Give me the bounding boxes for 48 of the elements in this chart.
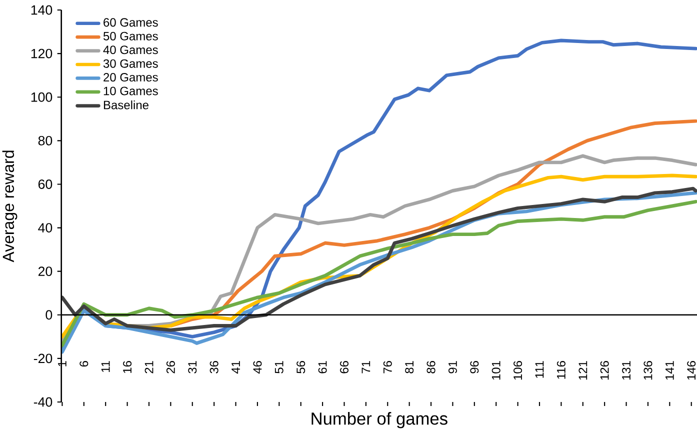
x-tick-label: 96 xyxy=(470,361,479,374)
y-tick-label: 120 xyxy=(31,48,52,58)
x-tick-label: 91 xyxy=(448,361,457,374)
legend-label: 10 Games xyxy=(104,86,158,96)
y-tick-label: -40 xyxy=(34,397,52,407)
x-tick-label: 41 xyxy=(232,361,240,374)
legend-label: 50 Games xyxy=(103,32,158,40)
x-tick-label: 66 xyxy=(340,361,348,374)
y-tick-label: 100 xyxy=(31,92,52,102)
x-tick-label: 106 xyxy=(514,361,522,380)
x-tick-label: 76 xyxy=(383,361,392,374)
x-tick-label: 31 xyxy=(188,361,197,374)
x-tick-label: 136 xyxy=(644,361,652,380)
x-tick-label: 111 xyxy=(535,361,544,378)
x-axis-title: Number of games xyxy=(312,412,448,428)
y-tick-label: 60 xyxy=(38,180,52,189)
legend-label: 20 Games xyxy=(104,73,158,82)
y-tick-label: 80 xyxy=(38,136,52,146)
x-tick-label: 56 xyxy=(296,361,306,374)
x-tick-label: 26 xyxy=(166,361,175,374)
x-tick-label: 121 xyxy=(578,361,588,380)
x-tick-label: 51 xyxy=(274,361,284,374)
x-tick-label: 36 xyxy=(210,361,218,374)
y-tick-label: 40 xyxy=(38,223,52,232)
x-tick-label: 86 xyxy=(426,361,436,374)
x-tick-label: 101 xyxy=(492,361,500,380)
x-tick-label: 71 xyxy=(362,361,370,374)
x-tick-label: 11 xyxy=(101,361,110,372)
x-tick-label: 146 xyxy=(687,361,696,380)
x-tick-label: 141 xyxy=(666,361,674,380)
x-tick-label: 6 xyxy=(80,361,88,367)
x-tick-label: 126 xyxy=(600,361,609,380)
legend-label: 60 Games xyxy=(104,18,158,27)
x-tick-label: 81 xyxy=(405,361,414,374)
x-tick-label: 61 xyxy=(318,361,327,374)
legend-label: 30 Games xyxy=(103,59,158,68)
x-tick-label: 16 xyxy=(123,361,132,373)
x-tick-label: 131 xyxy=(622,361,631,380)
y-tick-label: 20 xyxy=(38,266,52,276)
y-tick-label: -20 xyxy=(34,354,52,364)
y-axis-title: Average reward xyxy=(2,150,18,262)
y-tick-label: 140 xyxy=(31,5,52,15)
x-tick-label: 46 xyxy=(253,361,262,374)
x-tick-label: 116 xyxy=(556,361,566,379)
legend-label: Baseline xyxy=(104,100,148,110)
y-tick-label: 0 xyxy=(46,310,52,320)
legend-label: 40 Games xyxy=(103,46,158,54)
x-tick-label: 21 xyxy=(144,361,154,374)
